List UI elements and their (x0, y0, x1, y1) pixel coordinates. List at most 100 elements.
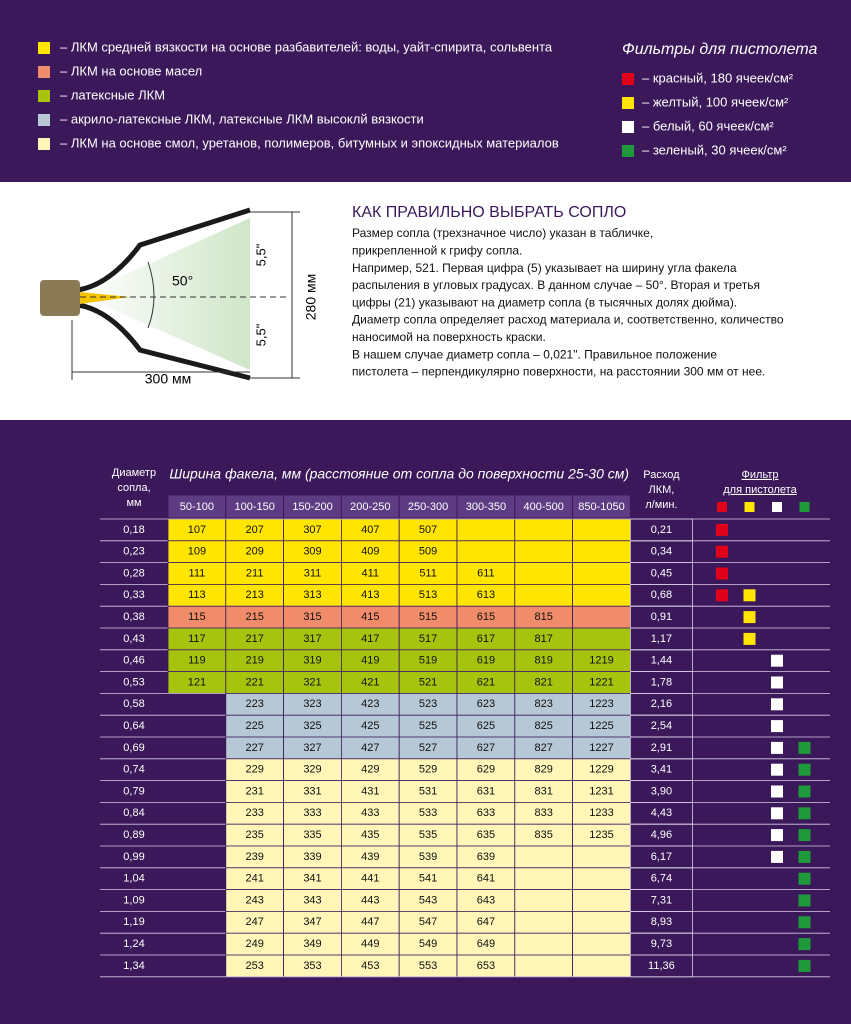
cell-value: 509 (419, 546, 437, 558)
filter-mark (743, 632, 756, 645)
cell-value: 421 (361, 676, 379, 688)
cell-value: 507 (419, 524, 437, 536)
cell-value: 217 (246, 633, 264, 645)
cell-value: 817 (535, 633, 553, 645)
header-text: для пистолета (723, 484, 797, 496)
diameter: 0,23 (123, 546, 144, 558)
cell-value: 441 (361, 873, 379, 885)
column-header-text: 50-100 (180, 501, 214, 513)
cell-value: 519 (419, 655, 437, 667)
cell-value: 329 (303, 764, 321, 776)
filter-mark (798, 916, 811, 929)
article-line: распыления в угловых градусах. В данном … (352, 278, 760, 292)
cell (572, 540, 631, 563)
flow: 3,90 (651, 785, 672, 797)
cell (572, 845, 631, 869)
filter-mark (716, 545, 728, 558)
cell-value: 219 (246, 655, 264, 667)
cell-value: 433 (361, 807, 379, 819)
cell-value: 313 (303, 589, 321, 601)
cell-value: 435 (361, 829, 379, 841)
cell-value: 111 (189, 567, 206, 579)
diameter: 0,74 (123, 764, 144, 776)
diameter: 0,43 (123, 633, 144, 645)
column-header-text: 250-300 (408, 501, 448, 513)
flow: 8,93 (651, 916, 672, 928)
cell-value: 323 (303, 698, 321, 710)
flow: 6,17 (651, 851, 672, 863)
cell-value: 523 (419, 698, 437, 710)
flow: 0,34 (651, 546, 672, 558)
cell-value: 227 (246, 742, 264, 754)
cell-value: 113 (188, 589, 206, 601)
cell-value: 339 (303, 851, 321, 863)
diameter: 1,09 (123, 894, 144, 906)
filter-mark (798, 741, 811, 754)
diameter: 0,58 (123, 698, 144, 710)
cell-value: 335 (303, 829, 321, 841)
cell (572, 518, 631, 542)
cell-value: 241 (246, 873, 264, 885)
cell-value: 549 (419, 938, 437, 950)
cell-value: 535 (419, 829, 437, 841)
cell (456, 518, 516, 542)
cell-value: 623 (477, 698, 495, 710)
legend-swatch (38, 90, 50, 102)
diameter: 0,69 (123, 742, 144, 754)
flow: 1,78 (651, 676, 672, 688)
article-line: цифры (21) указывают на диаметр сопла (в… (352, 295, 737, 309)
cell-value: 615 (477, 611, 495, 623)
cell-value: 211 (246, 567, 264, 579)
diameter: 0,79 (123, 785, 144, 797)
flow: 0,21 (651, 524, 672, 536)
flow: 0,91 (651, 611, 672, 623)
cell-value: 417 (361, 633, 379, 645)
cell-value: 641 (477, 873, 495, 885)
header-text: сопла, (117, 482, 150, 494)
cell-value: 819 (535, 655, 553, 667)
cell (514, 562, 573, 585)
diameter: 1,04 (123, 873, 144, 885)
cell-value: 253 (246, 960, 264, 972)
cell-value: 239 (246, 851, 264, 863)
cell-value: 613 (477, 589, 495, 601)
flow: 0,68 (651, 589, 672, 601)
cell-value: 1219 (589, 655, 613, 667)
cell-value: 631 (477, 785, 495, 797)
cell-value: 1229 (589, 764, 613, 776)
cell-value: 317 (303, 633, 321, 645)
filter-swatch (622, 121, 634, 133)
cell-value: 1223 (589, 698, 613, 710)
diameter: 0,18 (123, 524, 144, 536)
filter-mark (798, 763, 811, 776)
cell-value: 815 (535, 611, 553, 623)
cell (514, 867, 573, 890)
filter-mark (771, 850, 783, 863)
cell-value: 1221 (589, 676, 613, 688)
cell-value: 1233 (589, 807, 613, 819)
cell (514, 845, 573, 869)
filter-mark (716, 523, 728, 536)
cell-value: 223 (246, 698, 264, 710)
flow: 2,54 (651, 720, 672, 732)
filter-text: – зеленый, 30 ячеек/см² (642, 142, 787, 157)
cell-value: 627 (477, 742, 495, 754)
cell-value: 207 (246, 524, 264, 536)
filter-mark (798, 959, 811, 972)
cell-value: 343 (303, 894, 321, 906)
cell-value: 1227 (589, 742, 613, 754)
cell-value: 115 (188, 611, 206, 623)
cell-value: 221 (246, 676, 264, 688)
legend-text: – акрило-латексные ЛКМ, латексные ЛКМ вы… (60, 111, 424, 126)
cell-value: 1231 (589, 785, 613, 797)
filter-key (744, 502, 755, 512)
cell-value: 527 (419, 742, 437, 754)
filter-mark (798, 938, 811, 951)
height-label: 280 мм (303, 274, 319, 321)
cell-value: 539 (419, 851, 437, 863)
cell-value: 515 (419, 611, 437, 623)
cell-value: 109 (188, 546, 206, 558)
cell-value: 621 (477, 676, 495, 688)
filter-mark (771, 785, 783, 798)
cell-value: 423 (361, 698, 379, 710)
